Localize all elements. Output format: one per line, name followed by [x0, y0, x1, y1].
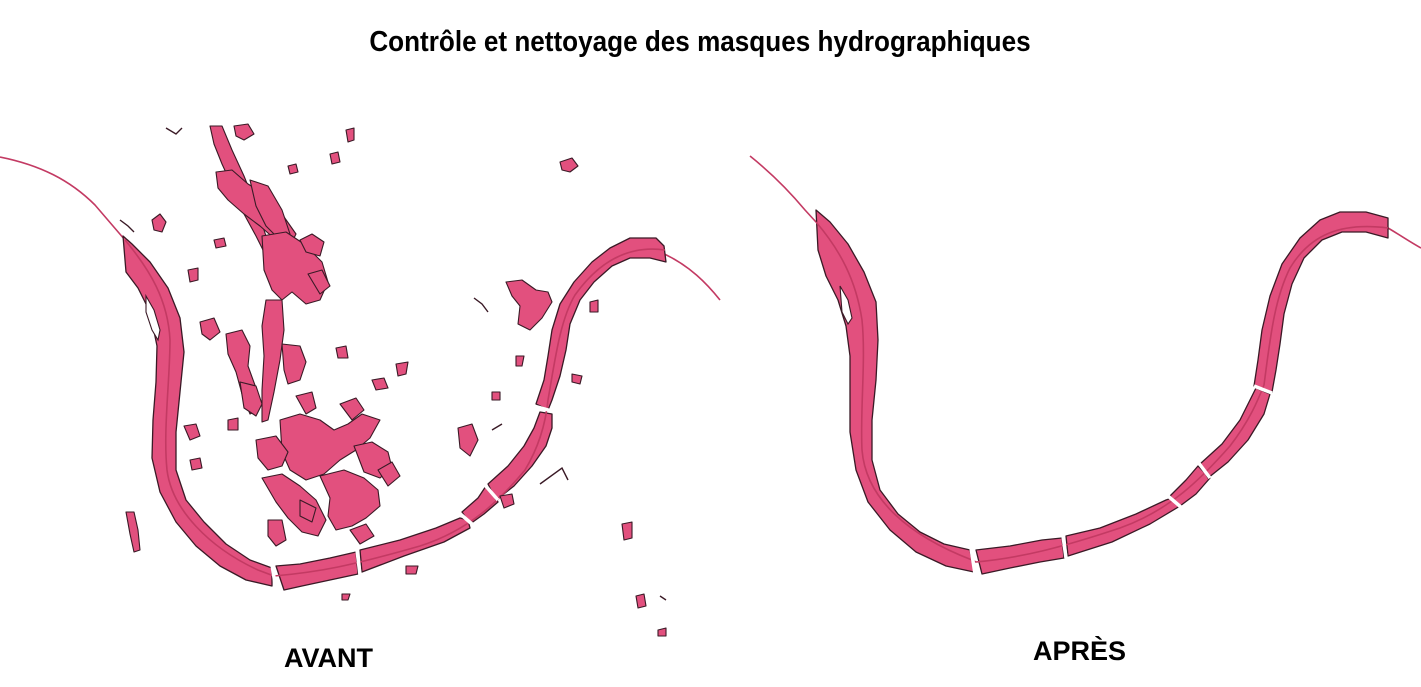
gap-apres-3	[1166, 494, 1184, 510]
gap-avant-3	[456, 510, 474, 526]
gap-apres-2	[1061, 535, 1068, 559]
river-mask-avant-east-1	[487, 411, 553, 501]
river-centerline-avant-downstream	[659, 251, 721, 301]
river-mask-apres-east-2	[1199, 387, 1271, 479]
river-mask-apres-west	[815, 209, 975, 573]
river-centerline-avant-upstream	[0, 156, 126, 241]
gap-apres-5	[1253, 384, 1273, 395]
river-mask-avant-south-2	[359, 517, 471, 573]
island-hole-apres	[839, 285, 853, 326]
noise-fragments-avant	[125, 123, 667, 637]
river-centerline-avant	[124, 239, 666, 577]
panel-label-avant: AVANT	[284, 643, 373, 673]
river-centerline-apres	[815, 221, 1389, 563]
gap-avant-5	[533, 404, 553, 413]
panel-label-apres: APRÈS	[1033, 636, 1127, 666]
gap-avant-4	[482, 482, 500, 502]
river-mask-avant-west	[122, 235, 273, 587]
noise-linear-artifacts-avant	[119, 127, 667, 601]
river-centerline-apres-upstream	[749, 155, 817, 223]
river-centerline-apres-downstream	[1387, 227, 1421, 249]
gap-apres-1	[969, 547, 977, 575]
island-hole-avant	[145, 293, 161, 342]
river-mask-apres-east-3	[1253, 211, 1389, 393]
figure-title: Contrôle et nettoyage des masques hydrog…	[369, 26, 1031, 58]
gap-avant-1	[270, 564, 278, 591]
gap-apres-4	[1196, 460, 1212, 480]
gap-avant-2	[355, 549, 362, 576]
